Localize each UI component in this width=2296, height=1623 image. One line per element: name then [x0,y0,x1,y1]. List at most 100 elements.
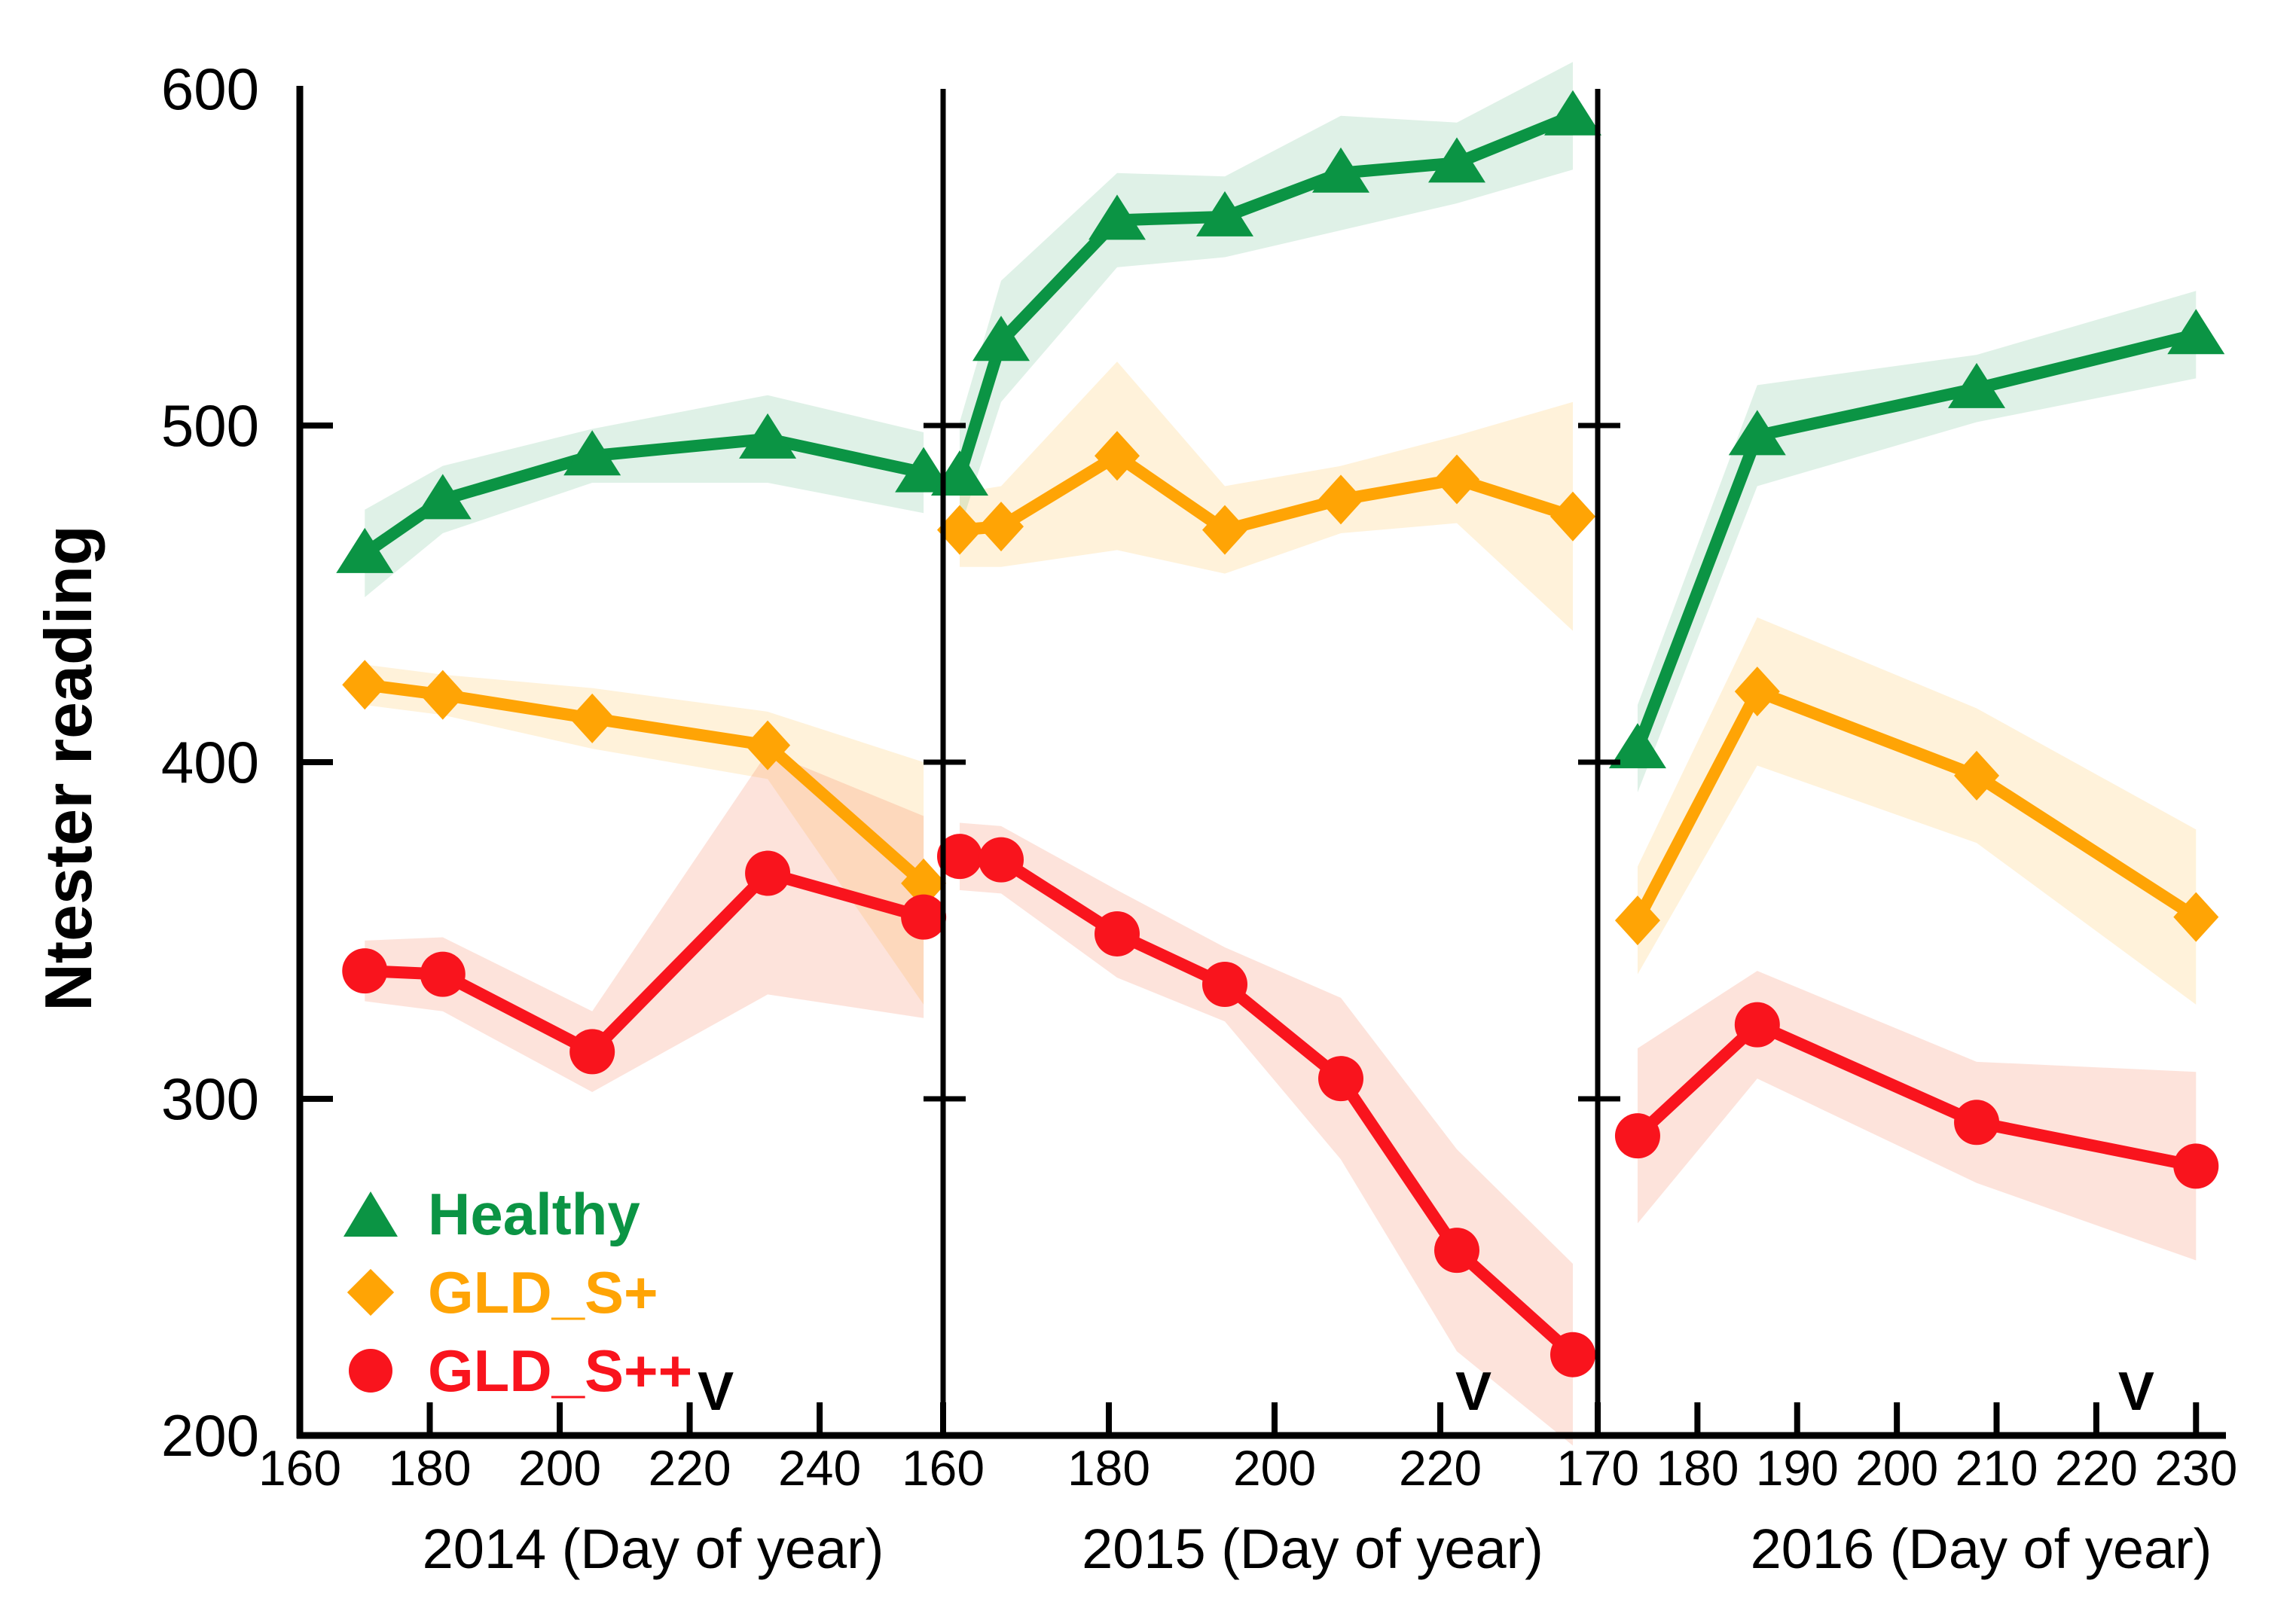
band-healthy-2015 [960,62,1573,530]
v-annotation-2014: V [698,1362,734,1422]
point-healthy-2015-222 [1428,137,1485,183]
panel-2015: V 160 180 200 220 2015 (Day of year) [902,62,1601,1580]
legend-label-gld-s-plus: GLD_S+ [428,1258,658,1326]
point-healthy-2016-174 [1608,723,1666,769]
point-gld_s+-2015-194 [1202,505,1247,555]
x-tick-label-2016-170: 170 [1556,1440,1639,1496]
point-gld_s+-2014-170 [342,660,388,710]
line-gld_s+-2016 [1631,685,2203,927]
point-gld_s++-2016-186 [1734,1002,1780,1048]
point-gld_s++-2015-222 [1434,1228,1479,1274]
band-healthy-2016 [1637,291,2197,793]
point-healthy-2016-230 [2167,309,2225,355]
triangle-marker-icon [340,1191,401,1237]
legend-label-gld-s-plusplus: GLD_S++ [428,1337,693,1404]
point-gld_s+-2015-167 [979,502,1024,552]
point-healthy-2015-236 [1544,90,1601,136]
point-healthy-2015-181 [1088,194,1146,240]
x-tick-label-2016-200: 200 [1855,1440,1938,1496]
x-tick-label-2014-180: 180 [388,1440,471,1496]
x-tick-label-2016-230: 230 [2154,1440,2237,1496]
v-annotation-2015: V [1455,1362,1491,1422]
point-healthy-2015-167 [972,316,1030,362]
point-healthy-2014-170 [336,527,394,573]
chart-legend: Healthy GLD_S+ GLD_S++ [340,1175,692,1410]
point-healthy-2016-186 [1728,410,1786,456]
x-tick-label-2014-160: 160 [258,1440,341,1496]
x-tick-label-2016-220: 220 [2055,1440,2138,1496]
y-axis-title: Ntester reading [31,525,105,1011]
x-tick-label-2015-160: 160 [902,1440,985,1496]
point-gld_s+-2014-205 [569,693,615,743]
legend-item-gld-s-plusplus: GLD_S++ [340,1332,692,1410]
point-gld_s++-2015-208 [1318,1056,1363,1102]
x-tick-label-2015-220: 220 [1399,1440,1482,1496]
v-annotation-2016: V [2118,1362,2154,1422]
legend-label-healthy: Healthy [428,1180,640,1247]
point-gld_s++-2014-256 [901,894,947,940]
point-gld_s++-2015-167 [979,837,1024,883]
point-healthy-2014-232 [739,413,797,459]
point-gld_s+-2015-208 [1318,474,1363,525]
x-tick-label-2014-200: 200 [518,1440,601,1496]
point-healthy-2014-256 [895,447,953,493]
panel-2014: V 160 180 200 220 240 2014 (Day of year) [258,395,953,1580]
point-gld_s++-2015-162 [937,834,982,880]
point-gld_s++-2014-170 [342,948,388,994]
band-gld_s++-2016 [1637,971,2197,1261]
point-gld_s+-2015-236 [1550,491,1595,542]
band-gld_s+-2016 [1637,617,2197,1005]
point-gld_s++-2015-236 [1550,1332,1595,1377]
y-tick-label-600: 600 [161,56,259,122]
point-gld_s+-2014-256 [901,858,947,908]
point-gld_s+-2016-230 [2173,892,2219,942]
point-healthy-2016-208 [1948,362,2006,408]
x-tick-label-2015-180: 180 [1067,1440,1150,1496]
diamond-marker-icon [340,1268,401,1316]
point-healthy-2015-208 [1312,147,1369,193]
axes: 200 300 400 500 600 [161,56,2226,1469]
point-gld_s++-2015-181 [1095,911,1140,956]
point-gld_s++-2016-208 [1954,1100,2000,1146]
circle-marker-icon [340,1349,401,1393]
point-gld_s+-2015-222 [1434,454,1479,505]
point-gld_s+-2014-232 [745,720,791,770]
x-tick-label-2016-180: 180 [1656,1440,1739,1496]
point-gld_s+-2015-181 [1095,431,1140,481]
point-gld_s++-2014-182 [420,951,466,997]
line-healthy-2016 [1631,328,2203,755]
band-gld_s++-2015 [960,822,1573,1446]
point-healthy-2015-194 [1196,191,1253,236]
x-tick-label-2014-240: 240 [778,1440,861,1496]
x-tick-label-2015-200: 200 [1233,1440,1316,1496]
x-tick-label-2014-220: 220 [649,1440,731,1496]
point-gld_s++-2016-174 [1614,1113,1660,1159]
point-gld_s+-2016-186 [1734,667,1780,717]
y-tick-label-500: 500 [161,392,259,459]
point-gld_s++-2015-194 [1202,962,1247,1008]
point-gld_s+-2016-208 [1954,750,2000,801]
y-tick-label-200: 200 [161,1402,259,1469]
point-gld_s+-2016-174 [1614,895,1660,946]
line-gld_s++-2016 [1631,1018,2203,1173]
band-gld_s+-2015 [960,362,1573,631]
x-axis-title-2016: 2016 (Day of year) [1751,1518,2212,1580]
point-gld_s++-2014-205 [569,1029,615,1075]
point-gld_s+-2015-162 [937,505,982,555]
legend-item-gld-s-plus: GLD_S+ [340,1253,692,1332]
x-tick-label-2016-210: 210 [1955,1440,2038,1496]
x-tick-label-2016-190: 190 [1756,1440,1839,1496]
line-gld_s++-2015 [954,850,1579,1361]
point-healthy-2014-182 [414,474,472,520]
panel-2016: V 170 180 190 200 210 220 230 2016 (Day of year) [1556,291,2237,1580]
y-tick-label-300: 300 [161,1066,259,1132]
point-gld_s++-2016-230 [2173,1143,2219,1189]
point-healthy-2014-205 [563,430,621,476]
x-axis-title-2014: 2014 (Day of year) [423,1518,884,1580]
legend-item-healthy: Healthy [340,1175,692,1253]
point-gld_s+-2014-182 [420,670,466,720]
x-axis-title-2015: 2015 (Day of year) [1082,1518,1543,1580]
point-gld_s++-2014-232 [745,850,791,896]
